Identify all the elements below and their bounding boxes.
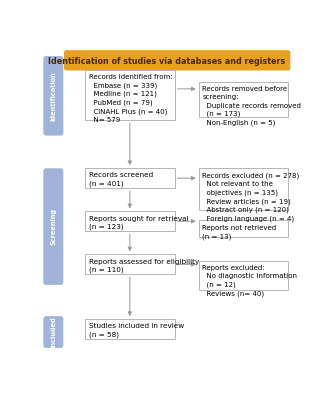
- Text: Screening: Screening: [51, 208, 56, 245]
- Text: Identification of studies via databases and registers: Identification of studies via databases …: [49, 57, 286, 66]
- FancyBboxPatch shape: [85, 254, 175, 274]
- Text: Records excluded (n = 278)
  Not relevant to the
  objectives (n = 135)
  Review: Records excluded (n = 278) Not relevant …: [202, 172, 300, 222]
- FancyBboxPatch shape: [199, 260, 289, 290]
- Text: Included: Included: [51, 316, 56, 348]
- Text: Reports not retrieved
(n = 13): Reports not retrieved (n = 13): [202, 225, 276, 240]
- Text: Records removed before
screening:
  Duplicate records removed
  (n = 173)
  Non-: Records removed before screening: Duplic…: [202, 86, 301, 126]
- FancyBboxPatch shape: [85, 319, 175, 339]
- Text: Records identified from:
  Embase (n = 339)
  Medline (n = 121)
  PubMed (n = 79: Records identified from: Embase (n = 339…: [89, 74, 172, 123]
- Text: Studies included in review
(n = 58): Studies included in review (n = 58): [89, 323, 184, 338]
- FancyBboxPatch shape: [44, 56, 63, 135]
- Text: Identification: Identification: [51, 71, 56, 121]
- FancyBboxPatch shape: [85, 211, 175, 231]
- Text: Reports sought for retrieval
(n = 123): Reports sought for retrieval (n = 123): [89, 216, 188, 230]
- FancyBboxPatch shape: [44, 316, 63, 348]
- FancyBboxPatch shape: [199, 82, 289, 117]
- FancyBboxPatch shape: [44, 169, 63, 284]
- FancyBboxPatch shape: [64, 50, 290, 70]
- Text: Reports excluded:
  No diagnostic information
  (n = 12)
  Reviews (n= 40): Reports excluded: No diagnostic informat…: [202, 265, 297, 296]
- Text: Reports assessed for eligibility
(n = 110): Reports assessed for eligibility (n = 11…: [89, 259, 199, 274]
- FancyBboxPatch shape: [85, 70, 175, 120]
- FancyBboxPatch shape: [85, 168, 175, 188]
- FancyBboxPatch shape: [199, 220, 289, 238]
- Text: Records screened
(n = 401): Records screened (n = 401): [89, 172, 153, 187]
- FancyBboxPatch shape: [199, 168, 289, 210]
